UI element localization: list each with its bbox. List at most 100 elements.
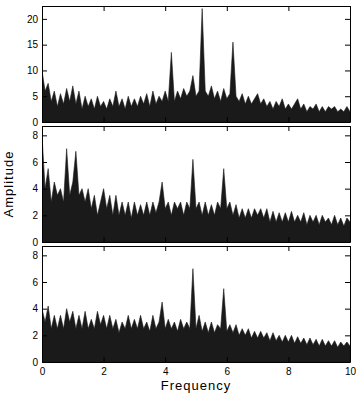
tick bbox=[350, 237, 351, 242]
tick-mark bbox=[288, 117, 289, 122]
tick-mark bbox=[288, 6, 289, 11]
tick-mark bbox=[42, 96, 47, 97]
tick-label: 8 bbox=[32, 250, 38, 261]
tick-label: 4 bbox=[32, 183, 38, 194]
tick-mark bbox=[42, 246, 43, 251]
tick bbox=[350, 246, 351, 251]
axis: 0 5 10 15 20 bbox=[27, 7, 47, 128]
tick-mark bbox=[42, 282, 47, 283]
axis bbox=[43, 126, 351, 131]
tick bbox=[350, 126, 351, 131]
chart-root: 0510152002468Amplitude024680246810Freque… bbox=[0, 0, 356, 398]
tick-mark bbox=[345, 282, 350, 283]
tick-mark bbox=[42, 255, 47, 256]
tick bbox=[345, 335, 350, 336]
tick-mark bbox=[288, 126, 289, 131]
tick-mark bbox=[42, 215, 47, 216]
tick: 4 bbox=[163, 357, 169, 377]
tick bbox=[345, 309, 350, 310]
tick-label: 0 bbox=[40, 366, 46, 377]
tick-mark bbox=[345, 255, 350, 256]
tick bbox=[165, 246, 166, 251]
tick-mark bbox=[345, 335, 350, 336]
tick bbox=[104, 117, 105, 122]
tick: 2 bbox=[101, 357, 107, 377]
tick: 2 bbox=[32, 330, 47, 341]
tick: 8 bbox=[32, 250, 47, 261]
tick bbox=[104, 126, 105, 131]
tick-label: 4 bbox=[163, 366, 169, 377]
tick-mark bbox=[350, 117, 351, 122]
tick-mark bbox=[345, 309, 350, 310]
tick-label: 6 bbox=[32, 277, 38, 288]
tick: 4 bbox=[32, 183, 47, 194]
y-axis-title: Amplitude bbox=[1, 151, 16, 218]
tick-mark bbox=[350, 126, 351, 131]
tick: 8 bbox=[32, 130, 47, 141]
tick-mark bbox=[288, 237, 289, 242]
tick bbox=[345, 19, 350, 20]
tick-mark bbox=[165, 237, 166, 242]
tick-mark bbox=[104, 246, 105, 251]
axis bbox=[43, 117, 351, 123]
tick: 8 bbox=[286, 357, 292, 377]
tick: 6 bbox=[32, 157, 47, 168]
tick-mark bbox=[227, 117, 228, 122]
tick bbox=[288, 237, 289, 242]
tick-label: 4 bbox=[32, 303, 38, 314]
tick: 15 bbox=[27, 39, 47, 50]
tick-label: 0 bbox=[32, 237, 38, 248]
tick: 4 bbox=[32, 303, 47, 314]
tick: 6 bbox=[225, 357, 231, 377]
tick-mark bbox=[42, 117, 43, 122]
tick-mark bbox=[345, 162, 350, 163]
tick bbox=[345, 135, 350, 136]
tick bbox=[227, 126, 228, 131]
tick bbox=[42, 237, 43, 242]
tick-mark bbox=[42, 126, 43, 131]
tick-label: 8 bbox=[286, 366, 292, 377]
tick: 20 bbox=[27, 14, 47, 25]
panel: 024680246810Frequency bbox=[32, 246, 356, 393]
axis-line bbox=[43, 246, 351, 247]
tick-mark bbox=[165, 357, 166, 362]
panel: 0 5 10 15 20 bbox=[27, 6, 351, 128]
tick-label: 6 bbox=[225, 366, 231, 377]
tick-label: 2 bbox=[32, 210, 38, 221]
axis bbox=[43, 237, 351, 243]
tick bbox=[42, 117, 43, 122]
spectrum bbox=[42, 135, 350, 242]
tick bbox=[288, 6, 289, 11]
tick-label: 10 bbox=[27, 65, 39, 76]
tick-mark bbox=[104, 237, 105, 242]
tick-mark bbox=[104, 6, 105, 11]
tick bbox=[104, 237, 105, 242]
tick-mark bbox=[345, 215, 350, 216]
tick-mark bbox=[165, 117, 166, 122]
tick: 5 bbox=[32, 91, 47, 102]
tick bbox=[288, 246, 289, 251]
tick-mark bbox=[42, 357, 43, 362]
tick bbox=[345, 45, 350, 46]
axis-line bbox=[42, 7, 43, 123]
axis bbox=[345, 7, 351, 123]
tick-mark bbox=[165, 6, 166, 11]
axis-line bbox=[43, 126, 351, 127]
tick bbox=[350, 117, 351, 122]
plot-area bbox=[42, 135, 350, 242]
plot-area bbox=[42, 269, 350, 362]
tick-mark bbox=[104, 126, 105, 131]
tick-label: 0 bbox=[32, 117, 38, 128]
tick-mark bbox=[104, 357, 105, 362]
spectrum bbox=[42, 9, 350, 122]
tick-mark bbox=[227, 126, 228, 131]
spectrum bbox=[42, 269, 350, 362]
tick-mark bbox=[42, 19, 47, 20]
tick-mark bbox=[42, 309, 47, 310]
axis: 0246810 bbox=[40, 357, 356, 377]
x-axis-title: Frequency bbox=[161, 378, 231, 393]
tick bbox=[350, 6, 351, 11]
tick-mark bbox=[104, 117, 105, 122]
tick-label: 8 bbox=[32, 130, 38, 141]
tick-mark bbox=[345, 189, 350, 190]
